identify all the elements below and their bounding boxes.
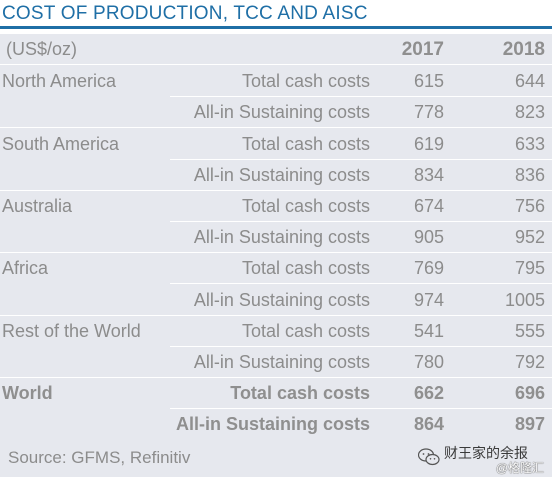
watermark-name: 财王家的余报 <box>444 445 528 461</box>
row-divider <box>0 252 552 254</box>
value-2018: 633 <box>514 133 545 154</box>
row-divider <box>170 96 552 98</box>
table-row: Africa Total cash costs 769 795 <box>0 253 552 285</box>
region-label: World <box>2 383 53 404</box>
row-divider <box>0 64 552 65</box>
value-2018: 644 <box>514 71 545 92</box>
table-row: All-in Sustaining costs 974 1005 <box>0 285 552 316</box>
value-2017: 541 <box>413 320 444 341</box>
year-2018-header: 2018 <box>502 39 545 60</box>
region-label: Australia <box>2 196 73 216</box>
value-2017: 662 <box>413 383 444 404</box>
table-row: All-in Sustaining costs 834 836 <box>0 160 552 191</box>
row-divider <box>170 408 552 410</box>
row-divider <box>0 377 552 378</box>
value-2018: 952 <box>514 227 545 248</box>
metric-label: Total cash costs <box>241 71 370 92</box>
year-2017-header: 2017 <box>401 39 444 60</box>
metric-label: Total cash costs <box>241 196 370 216</box>
metric-label: Total cash costs <box>241 258 370 279</box>
row-divider <box>0 314 552 316</box>
row-divider <box>170 345 552 347</box>
region-label: Rest of the World <box>2 320 141 341</box>
table-row: All-in Sustaining costs 864 897 <box>0 409 552 440</box>
unit-label: (US$/oz) <box>6 39 78 59</box>
metric-label: All-in Sustaining costs <box>193 227 370 248</box>
watermark-handle: @格隆汇 <box>495 461 544 475</box>
region-label: South America <box>2 133 120 154</box>
value-2018: 555 <box>514 320 545 341</box>
value-2017: 778 <box>413 102 444 123</box>
table-header-row: (US$/oz) 2017 2018 <box>0 34 552 65</box>
table-row: All-in Sustaining costs 905 952 <box>0 222 552 254</box>
row-divider <box>0 189 552 191</box>
table-row: All-in Sustaining costs 778 823 <box>0 97 552 129</box>
source-note: Source: GFMS, Refinitiv <box>8 448 191 467</box>
metric-label: All-in Sustaining costs <box>193 102 370 123</box>
metric-label: Total cash costs <box>241 133 370 154</box>
watermark: 财王家的余报 @格隆汇 <box>418 444 546 476</box>
table-row: Rest of the World Total cash costs 541 555 <box>0 316 552 347</box>
value-2018: 792 <box>514 352 545 372</box>
metric-label: All-in Sustaining costs <box>193 164 370 185</box>
metric-label: All-in Sustaining costs <box>175 414 370 435</box>
value-2017: 974 <box>413 289 444 310</box>
row-divider <box>170 221 552 222</box>
table-row: North America Total cash costs 615 644 <box>0 66 552 98</box>
cost-table: (US$/oz) 2017 2018 North America Total ca… <box>0 34 552 443</box>
value-2017: 615 <box>413 71 444 92</box>
value-2018: 756 <box>514 196 545 216</box>
row-divider <box>170 283 552 285</box>
value-2017: 619 <box>413 133 444 154</box>
metric-label: All-in Sustaining costs <box>193 352 370 372</box>
region-label: North America <box>2 71 117 92</box>
row-divider <box>170 158 552 160</box>
table-row: Australia Total cash costs 674 756 <box>0 191 552 222</box>
table-title: COST OF PRODUCTION, TCC AND AISC <box>0 0 552 29</box>
metric-label: All-in Sustaining costs <box>193 289 370 310</box>
region-label: Africa <box>2 258 49 279</box>
source-footer: Source: GFMS, Refinitiv 财王家的余报 @格隆汇 <box>0 443 552 477</box>
metric-label: Total cash costs <box>241 320 370 341</box>
wechat-icon <box>418 448 440 466</box>
value-2017: 905 <box>413 227 444 248</box>
table-row: World Total cash costs 662 696 <box>0 378 552 410</box>
value-2017: 780 <box>413 352 444 372</box>
value-2017: 674 <box>413 196 444 216</box>
value-2018: 836 <box>514 164 545 185</box>
value-2017: 769 <box>413 258 444 279</box>
value-2018: 795 <box>514 258 545 279</box>
value-2018: 897 <box>514 414 545 435</box>
metric-label: Total cash costs <box>230 383 370 404</box>
table-row: South America Total cash costs 619 633 <box>0 129 552 160</box>
value-2018: 823 <box>514 102 545 123</box>
value-2018: 696 <box>514 383 545 404</box>
value-2017: 864 <box>413 414 444 435</box>
table-row: All-in Sustaining costs 780 792 <box>0 347 552 378</box>
value-2017: 834 <box>413 164 444 185</box>
value-2018: 1005 <box>504 289 545 310</box>
row-divider <box>0 127 552 129</box>
